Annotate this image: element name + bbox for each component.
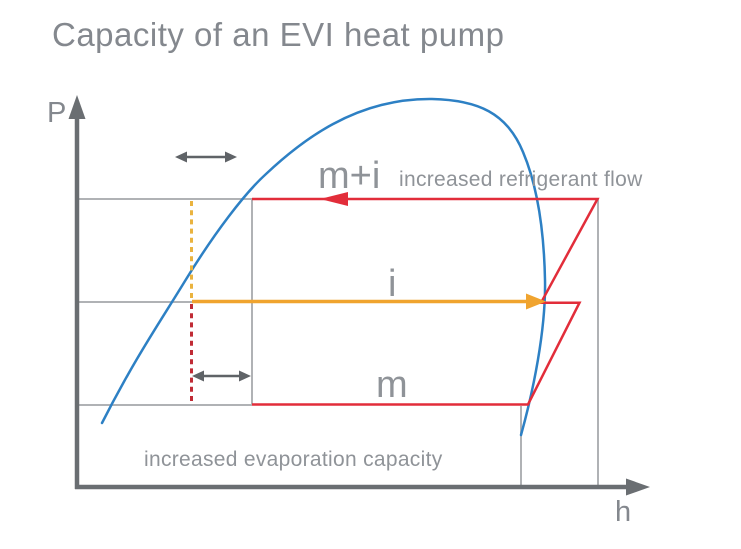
x-axis	[75, 478, 650, 496]
y-axis-arrowhead-icon	[68, 95, 86, 119]
condenser-flow-arrowhead-icon	[320, 192, 348, 206]
diagram-title: Capacity of an EVI heat pump	[52, 16, 504, 53]
y-axis-label: P	[47, 97, 66, 129]
upper-shift-double-arrow-icon	[175, 151, 237, 163]
construction-lines	[77, 198, 599, 487]
combined-flow-label: m+i	[318, 155, 380, 197]
refrigerant-flow-note: increased refrigerant flow	[399, 168, 643, 191]
x-axis-label: h	[615, 496, 631, 528]
injection-label: i	[388, 263, 396, 305]
base-flow-label: m	[376, 364, 408, 406]
x-axis-arrowhead-icon	[626, 478, 650, 496]
refrigerant-cycle-path	[252, 197, 600, 406]
evaporation-capacity-note: increased evaporation capacity	[144, 448, 443, 471]
y-axis	[68, 95, 86, 489]
saturation-dome-curve	[100, 97, 547, 437]
lower-shift-double-arrow-icon	[192, 370, 251, 382]
injection-arrowhead-icon	[526, 293, 546, 310]
